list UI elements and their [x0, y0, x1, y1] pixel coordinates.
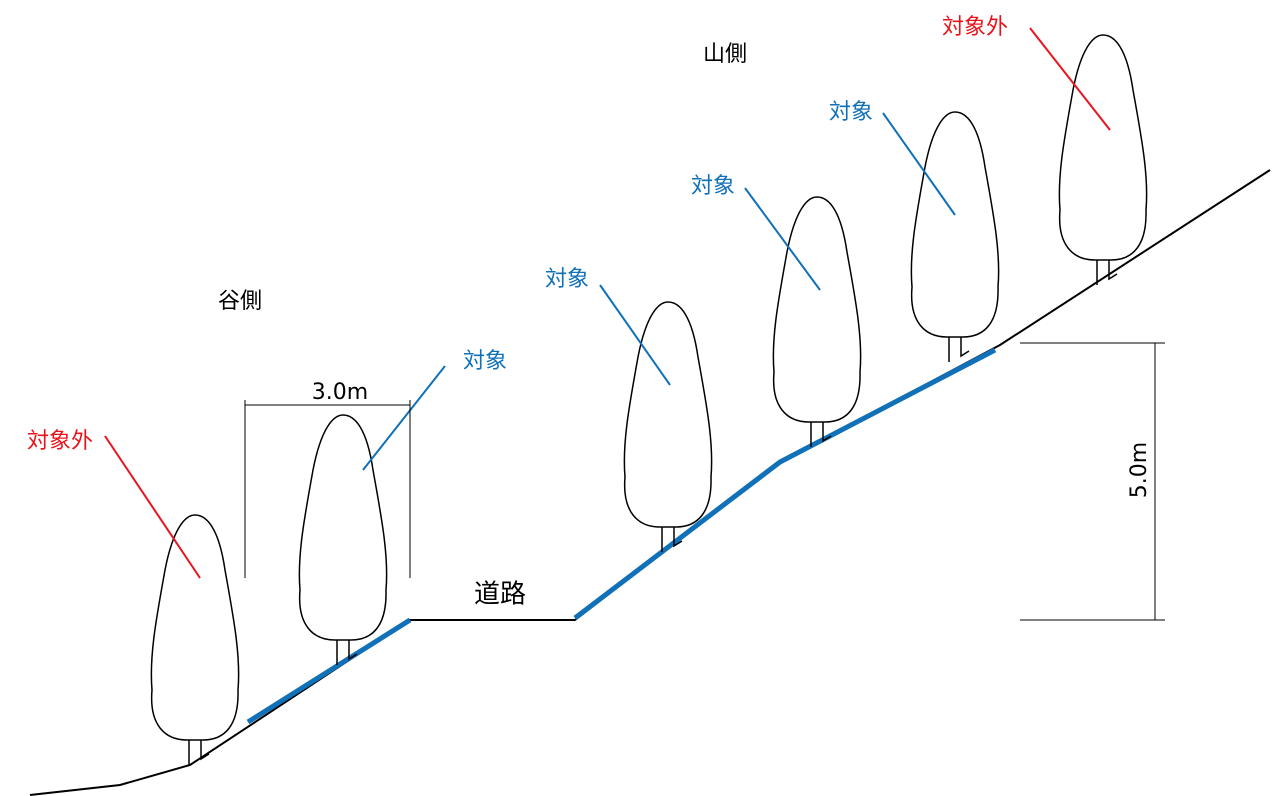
trees	[150, 34, 1148, 766]
dimension-lines	[244, 342, 1165, 621]
mountain-side-label: 山側	[703, 42, 747, 67]
tree-label: 対象外	[27, 429, 93, 454]
tree-label: 対象	[545, 267, 589, 292]
width-dimension: 3.0m	[312, 380, 368, 405]
valley-side-label: 谷側	[218, 289, 262, 314]
tree-label: 対象	[691, 174, 735, 199]
leader-lines	[104, 27, 1111, 579]
road-label: 道路	[474, 580, 526, 610]
tree-label: 対象	[829, 100, 873, 125]
tree-label: 対象外	[942, 15, 1008, 40]
tree-label: 対象	[463, 349, 507, 374]
target-slope	[246, 347, 997, 725]
height-dimension: 5.0m	[1127, 442, 1152, 498]
